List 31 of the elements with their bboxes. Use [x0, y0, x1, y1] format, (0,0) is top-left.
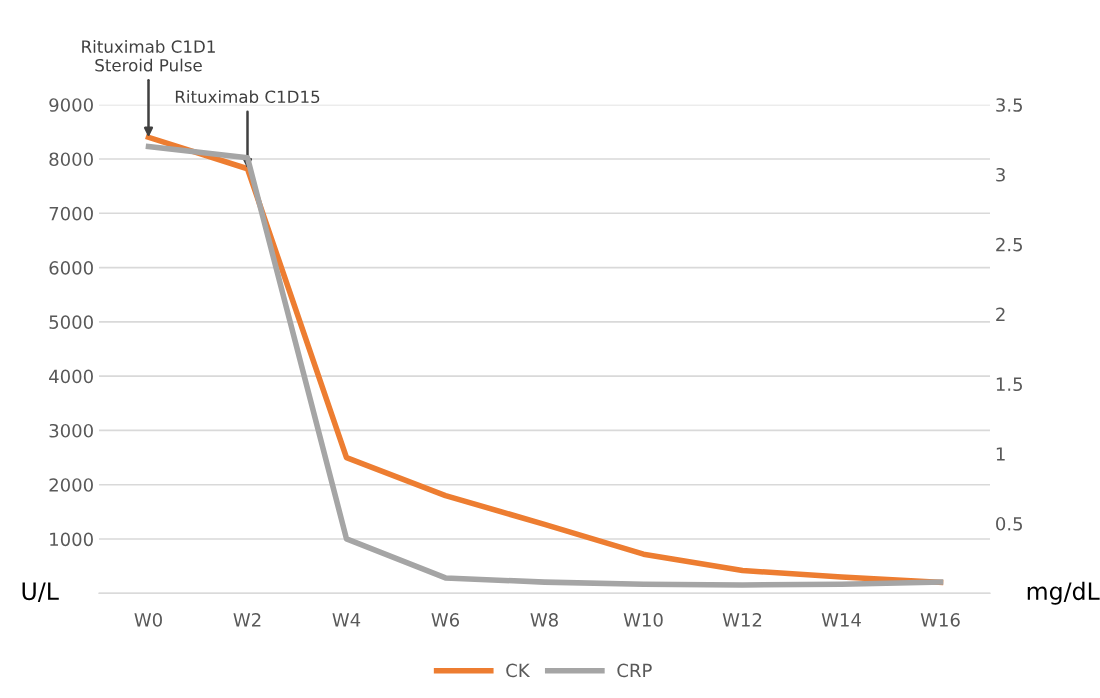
x-tick-label: W16 [920, 613, 960, 627]
y2-tick-label: 2.5 [996, 237, 1022, 252]
y2-axis-title: mg/dL [1027, 581, 1100, 605]
annotation: Rituximab C1D1 Steroid Pulse [82, 39, 215, 72]
x-tick-label: W10 [623, 613, 663, 627]
y-tick-label: 2000 [49, 478, 93, 492]
y-axis-title: U/L [22, 582, 59, 603]
y2-tick-label: 3 [996, 167, 1005, 182]
y-tick-label: 6000 [49, 261, 93, 275]
x-tick-label: W4 [332, 613, 361, 627]
y-tick-label: 5000 [49, 315, 93, 329]
x-tick-label: W14 [821, 613, 861, 627]
x-tick-label: W8 [530, 613, 558, 627]
x-tick-label: W12 [722, 613, 762, 627]
y-tick-label: 8000 [49, 152, 93, 167]
y2-tick-label: 1 [996, 447, 1005, 461]
legend-label: CRP [617, 663, 652, 678]
y-tick-label: 1000 [50, 532, 93, 547]
y-tick-label: 3000 [49, 423, 93, 438]
x-tick-label: W2 [233, 613, 261, 627]
x-tick-label: W0 [134, 613, 162, 627]
y-tick-label: 7000 [49, 206, 93, 221]
y2-tick-label: 0.5 [996, 516, 1022, 531]
x-tick-label: W6 [431, 613, 460, 627]
annotation: Rituximab C1D15 [175, 90, 320, 104]
y-tick-label: 4000 [49, 369, 93, 384]
y2-tick-label: 2 [996, 307, 1005, 321]
y-tick-label: 9000 [49, 98, 93, 112]
y2-tick-label: 1.5 [996, 377, 1022, 392]
legend-label: CK [506, 663, 531, 678]
y2-tick-label: 3.5 [996, 98, 1022, 112]
